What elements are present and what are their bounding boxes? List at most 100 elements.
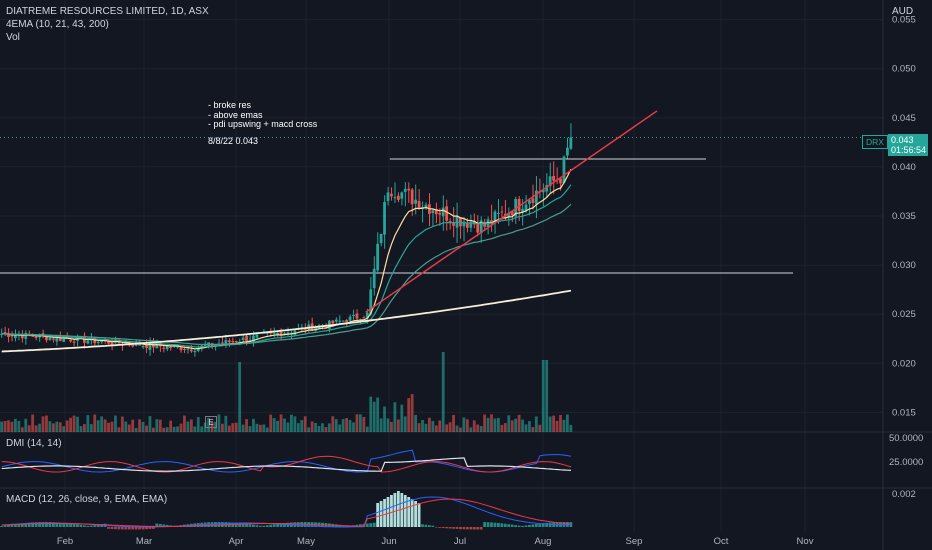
- y-tick-label: 0.020: [892, 358, 916, 369]
- candle-body: [431, 210, 435, 214]
- volume-bar: [258, 424, 262, 432]
- volume-bar: [103, 419, 107, 432]
- macd-histogram-bar: [27, 522, 31, 527]
- macd-histogram-bar: [89, 525, 93, 527]
- y-tick-label: 0.025: [892, 309, 916, 320]
- candle-body: [231, 340, 235, 342]
- volume-bar: [134, 427, 138, 432]
- volume-bar: [296, 423, 300, 432]
- macd-histogram-bar: [245, 523, 248, 527]
- candle-body: [100, 341, 104, 343]
- candle-body: [86, 340, 90, 344]
- volume-bar: [196, 417, 200, 432]
- macd-histogram-bar: [390, 495, 393, 527]
- macd-histogram-bar: [145, 527, 148, 530]
- candle-body: [252, 335, 255, 342]
- candle-body: [479, 220, 483, 234]
- volume-bar: [390, 421, 393, 432]
- candle-body: [517, 198, 521, 211]
- candle-body: [490, 220, 493, 225]
- y-tick-label: 0.015: [892, 407, 916, 418]
- chart-title[interactable]: DIATREME RESOURCES LIMITED, 1D, ASX: [6, 6, 209, 17]
- candle-body: [386, 192, 390, 201]
- dmi-legend[interactable]: DMI (14, 14): [6, 438, 62, 449]
- volume-bar: [34, 425, 38, 432]
- macd-histogram-bar: [117, 527, 121, 530]
- macd-histogram-bar: [20, 523, 24, 527]
- candle-body: [369, 289, 373, 314]
- volume-bar: [514, 418, 518, 432]
- volume-bar: [214, 421, 217, 432]
- candle-body: [552, 175, 555, 181]
- macd-histogram-bar: [396, 491, 400, 527]
- macd-histogram-bar: [120, 527, 124, 530]
- volume-legend[interactable]: Vol: [6, 32, 20, 43]
- macd-histogram-bar: [0, 526, 3, 527]
- volume-bar: [531, 427, 535, 432]
- volume-bar: [107, 422, 110, 432]
- adx-line: [1, 457, 572, 472]
- macd-histogram-bar: [252, 524, 255, 527]
- volume-bar: [528, 421, 531, 432]
- candle-body: [341, 320, 345, 322]
- volume-bar: [17, 420, 21, 432]
- volume-bar: [234, 422, 238, 432]
- volume-bar: [124, 421, 128, 432]
- ema-200-line: [1, 289, 572, 353]
- macd-legend[interactable]: MACD (12, 26, close, 9, EMA, EMA): [6, 494, 168, 505]
- macd-histogram-bar: [234, 522, 238, 527]
- volume-bar: [245, 419, 248, 432]
- volume-bar: [314, 422, 317, 432]
- volume-bar: [359, 414, 362, 432]
- volume-bar: [155, 419, 159, 432]
- macd-histogram-bar: [165, 524, 169, 527]
- macd-histogram-bar: [503, 523, 507, 527]
- macd-histogram-bar: [248, 524, 252, 527]
- macd-histogram-bar: [428, 525, 431, 527]
- macd-histogram-bar: [421, 524, 424, 527]
- candle-body: [141, 345, 145, 348]
- macd-histogram-bar: [510, 524, 514, 527]
- macd-histogram-bar: [365, 523, 369, 527]
- volume-bar: [221, 423, 224, 432]
- macd-histogram-bar: [14, 524, 17, 527]
- macd-histogram-bar: [300, 522, 304, 527]
- volume-bar: [414, 414, 417, 432]
- volume-bar: [510, 420, 514, 432]
- volume-bar: [96, 420, 100, 432]
- volume-bar: [303, 416, 307, 432]
- volume-bar: [396, 419, 400, 432]
- candle-body: [69, 339, 72, 342]
- volume-bar: [20, 427, 24, 432]
- volume-bar: [172, 426, 176, 432]
- candle-body: [10, 335, 14, 337]
- macd-histogram-bar: [76, 524, 79, 527]
- macd-histogram-bar: [238, 523, 242, 527]
- candle-body: [331, 320, 335, 324]
- trendline[interactable]: [365, 110, 658, 313]
- candle-body: [410, 189, 414, 205]
- candle-body: [524, 204, 528, 211]
- macd-histogram-bar: [403, 495, 407, 527]
- candle-body: [293, 330, 297, 335]
- macd-histogram-bar: [38, 522, 41, 527]
- macd-histogram-bar: [31, 522, 35, 527]
- macd-histogram-bar: [214, 522, 217, 527]
- earnings-marker-icon[interactable]: E: [205, 416, 217, 428]
- macd-histogram-bar: [534, 523, 538, 527]
- ema-legend[interactable]: 4EMA (10, 21, 43, 200): [6, 19, 109, 30]
- volume-bar: [65, 420, 69, 432]
- candle-body: [355, 313, 359, 319]
- y-tick-label: 0.055: [892, 15, 916, 26]
- macd-histogram-bar: [486, 522, 490, 527]
- macd-histogram-bar: [155, 523, 159, 527]
- macd-histogram-bar: [114, 527, 117, 530]
- macd-histogram-bar: [452, 527, 455, 529]
- annotation-date-price[interactable]: 8/8/22 0.043: [208, 136, 259, 146]
- volume-bar: [462, 417, 466, 432]
- macd-histogram-bar: [528, 524, 531, 527]
- annotation-notes[interactable]: - broke res - above emas - pdi upswing +…: [208, 100, 318, 130]
- volume-bar: [545, 360, 549, 432]
- candle-body: [400, 192, 404, 199]
